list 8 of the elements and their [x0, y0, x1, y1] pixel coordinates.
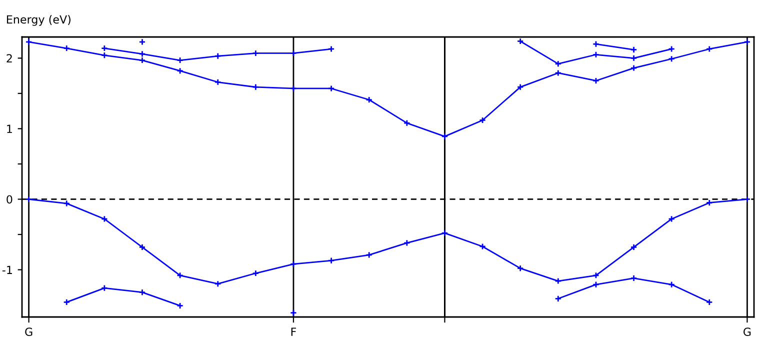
y-tick-label: 1	[7, 124, 12, 133]
x-tick-label: G	[744, 328, 751, 336]
y-tick-label: 2	[6, 54, 12, 62]
x-tick-label: G	[25, 328, 32, 336]
y-tick-label: -1	[2, 266, 12, 274]
x-tick-label: F	[291, 328, 296, 336]
y-axis-title: Energy (eV)	[6, 15, 70, 26]
y-tick-label: 0	[6, 195, 12, 204]
